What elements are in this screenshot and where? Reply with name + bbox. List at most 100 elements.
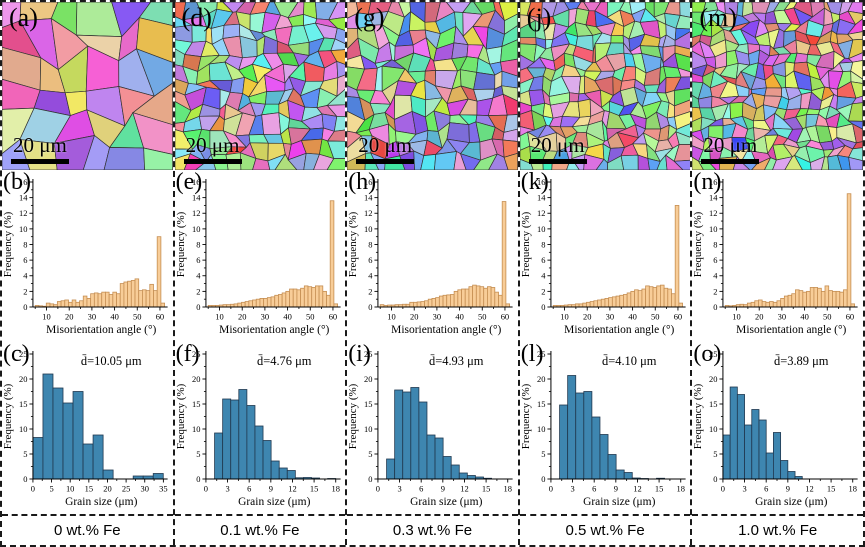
svg-text:4: 4 bbox=[196, 271, 201, 281]
misorientation-histogram: 10 20 30 40 50 60 0 2 4 6 8 10 12 14 16 Frequency (%) Mi… bbox=[2, 177, 168, 336]
svg-text:4: 4 bbox=[23, 271, 28, 281]
svg-text:Misorientation angle (°): Misorientation angle (°) bbox=[46, 324, 156, 336]
column-label: 0.3 wt.% Fe bbox=[347, 514, 518, 545]
svg-text:15: 15 bbox=[482, 483, 490, 493]
svg-text:15: 15 bbox=[827, 483, 835, 493]
svg-text:20: 20 bbox=[192, 374, 200, 384]
grain-size-histogram: 0 3 6 9 12 15 18 0 5 10 15 20 25 Frequency (%) Grain s… bbox=[347, 349, 513, 508]
svg-text:12: 12 bbox=[806, 483, 814, 493]
svg-text:16: 16 bbox=[192, 177, 200, 187]
svg-text:0: 0 bbox=[196, 474, 200, 484]
svg-text:10: 10 bbox=[537, 424, 545, 434]
svg-text:6: 6 bbox=[592, 483, 596, 493]
svg-text:10: 10 bbox=[19, 224, 27, 234]
grain-size-histogram: 0 3 6 9 12 15 18 0 5 10 15 20 25 Frequency (%) Grain s… bbox=[175, 349, 341, 508]
svg-text:2: 2 bbox=[368, 286, 372, 296]
svg-text:15: 15 bbox=[364, 399, 372, 409]
svg-text:4: 4 bbox=[541, 271, 546, 281]
svg-text:Frequency (%): Frequency (%) bbox=[520, 383, 532, 449]
scale-bar-line bbox=[356, 159, 415, 164]
svg-text:50: 50 bbox=[133, 311, 141, 321]
svg-text:Misorientation angle (°): Misorientation angle (°) bbox=[737, 324, 847, 336]
svg-text:Frequency (%): Frequency (%) bbox=[175, 383, 187, 449]
svg-text:Frequency (%): Frequency (%) bbox=[692, 211, 704, 277]
misorientation-chart-cell-k: 10 20 30 40 50 60 0 2 4 6 8 10 12 14 16 Frequency (%) Mi… bbox=[519, 170, 691, 342]
svg-text:9: 9 bbox=[613, 483, 617, 493]
svg-text:Frequency (%): Frequency (%) bbox=[2, 383, 14, 449]
svg-text:10: 10 bbox=[364, 224, 372, 234]
ebsd-map-cell-d: (d) 20 μm bbox=[174, 2, 346, 170]
svg-text:10: 10 bbox=[364, 424, 372, 434]
misorientation-chart-cell-h: 10 20 30 40 50 60 0 2 4 6 8 10 12 14 16 Frequency (%) Mi… bbox=[347, 170, 518, 342]
misorientation-histogram: 10 20 30 40 50 60 0 2 4 6 8 10 12 14 16 Frequency (%) Mi… bbox=[347, 177, 513, 336]
svg-text:Misorientation angle (°): Misorientation angle (°) bbox=[391, 324, 501, 336]
svg-text:16: 16 bbox=[364, 177, 372, 187]
svg-text:30: 30 bbox=[778, 311, 786, 321]
svg-text:50: 50 bbox=[823, 311, 831, 321]
svg-text:18: 18 bbox=[849, 483, 857, 493]
svg-text:0: 0 bbox=[721, 483, 725, 493]
grain-size-histogram: 0 3 6 9 12 15 18 0 5 10 15 20 25 Frequency (%) Grain s… bbox=[692, 349, 858, 508]
svg-text:5: 5 bbox=[23, 449, 27, 459]
grain-size-histogram: 0 5 10 15 20 25 30 35 0 5 10 15 20 25 Frequency (%) Gra… bbox=[2, 349, 168, 508]
scale-bar: 20 μm bbox=[701, 135, 760, 164]
svg-text:6: 6 bbox=[541, 255, 545, 265]
svg-text:Grain size (μm): Grain size (μm) bbox=[65, 496, 137, 508]
svg-text:14: 14 bbox=[19, 193, 28, 203]
svg-text:d̄=3.89 μm: d̄=3.89 μm bbox=[774, 354, 829, 368]
column-label: 0.1 wt.% Fe bbox=[174, 514, 346, 545]
ebsd-map-image bbox=[2, 2, 173, 170]
svg-text:12: 12 bbox=[364, 208, 372, 218]
svg-text:18: 18 bbox=[504, 483, 512, 493]
ebsd-map-cell-a: (a) 20 μm bbox=[2, 2, 173, 170]
svg-text:2: 2 bbox=[714, 286, 718, 296]
svg-text:25: 25 bbox=[192, 349, 200, 359]
svg-text:3: 3 bbox=[570, 483, 574, 493]
svg-text:25: 25 bbox=[537, 349, 545, 359]
svg-text:30: 30 bbox=[260, 311, 268, 321]
svg-text:12: 12 bbox=[633, 483, 641, 493]
svg-text:14: 14 bbox=[709, 193, 718, 203]
svg-text:10: 10 bbox=[215, 311, 223, 321]
grain-size-chart-cell-f: 0 3 6 9 12 15 18 0 5 10 15 20 25 Frequency (%) Grain s… bbox=[174, 342, 346, 514]
svg-text:2: 2 bbox=[541, 286, 545, 296]
svg-text:15: 15 bbox=[192, 399, 200, 409]
svg-text:5: 5 bbox=[541, 449, 545, 459]
column-label: 1.0 wt.% Fe bbox=[692, 514, 863, 545]
svg-text:16: 16 bbox=[19, 177, 27, 187]
svg-text:40: 40 bbox=[801, 311, 809, 321]
ebsd-map-cell-m: (m) 20 μm bbox=[692, 2, 863, 170]
column-label-text: 0.5 wt.% Fe bbox=[565, 522, 645, 539]
svg-text:20: 20 bbox=[410, 311, 418, 321]
svg-text:30: 30 bbox=[433, 311, 441, 321]
svg-text:25: 25 bbox=[709, 349, 717, 359]
svg-text:30: 30 bbox=[141, 483, 149, 493]
ebsd-map-image bbox=[174, 2, 346, 170]
ebsd-map-cell-j: (j) 20 μm bbox=[519, 2, 691, 170]
svg-text:12: 12 bbox=[537, 208, 545, 218]
grain-size-chart-cell-i: 0 3 6 9 12 15 18 0 5 10 15 20 25 Frequency (%) Grain s… bbox=[347, 342, 518, 514]
grain-size-histogram: 0 3 6 9 12 15 18 0 5 10 15 20 25 Frequency (%) Grain s… bbox=[520, 349, 686, 508]
column-label-text: 0 wt.% Fe bbox=[53, 522, 121, 539]
scale-bar-line bbox=[528, 159, 587, 164]
svg-text:10: 10 bbox=[560, 311, 568, 321]
svg-text:20: 20 bbox=[103, 483, 111, 493]
svg-text:6: 6 bbox=[764, 483, 768, 493]
svg-text:4: 4 bbox=[368, 271, 373, 281]
misorientation-chart-cell-e: 10 20 30 40 50 60 0 2 4 6 8 10 12 14 16 Frequency (%) Mi… bbox=[174, 170, 346, 342]
svg-text:40: 40 bbox=[283, 311, 291, 321]
svg-text:60: 60 bbox=[501, 311, 509, 321]
svg-text:18: 18 bbox=[676, 483, 684, 493]
svg-text:20: 20 bbox=[583, 311, 591, 321]
svg-text:50: 50 bbox=[478, 311, 486, 321]
svg-text:Frequency (%): Frequency (%) bbox=[175, 211, 187, 277]
svg-text:Grain size (μm): Grain size (μm) bbox=[755, 496, 827, 508]
svg-text:6: 6 bbox=[23, 255, 27, 265]
scale-bar: 20 μm bbox=[183, 135, 242, 164]
svg-text:12: 12 bbox=[709, 208, 717, 218]
svg-text:15: 15 bbox=[537, 399, 545, 409]
svg-text:0: 0 bbox=[23, 302, 27, 312]
svg-text:9: 9 bbox=[786, 483, 790, 493]
column-1p0wt-fe: (m) 20 μm 10 20 30 40 50 60 0 2 4 6 8 10 12 14 16 Frequ… bbox=[690, 2, 863, 545]
scale-bar: 20 μm bbox=[528, 135, 587, 164]
